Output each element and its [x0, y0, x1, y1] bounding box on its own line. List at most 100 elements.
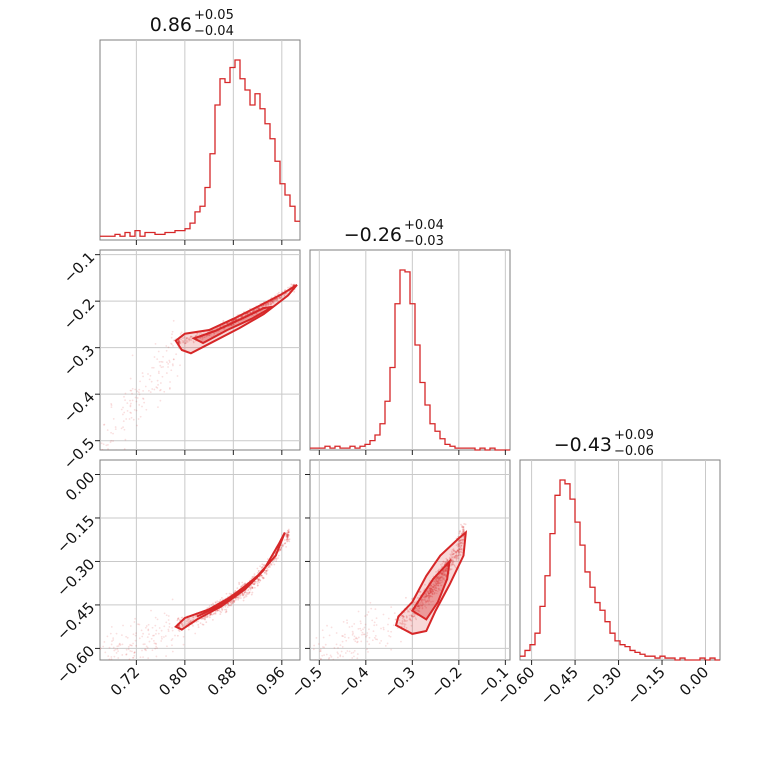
sample-point — [352, 651, 355, 654]
y-tick-label: −0.2 — [60, 295, 98, 333]
sample-point — [122, 426, 124, 429]
sample-point — [287, 286, 289, 289]
sample-point — [182, 341, 185, 344]
sample-point — [434, 578, 437, 581]
sample-point — [435, 584, 438, 587]
sample-point — [323, 646, 326, 649]
sample-point — [219, 613, 222, 615]
sample-point — [172, 358, 175, 361]
sample-point — [394, 618, 397, 621]
sample-point — [390, 648, 393, 651]
sample-point — [428, 595, 431, 597]
sample-point — [333, 646, 336, 649]
sample-point — [438, 576, 441, 579]
y-tick-label: −0.5 — [60, 434, 98, 472]
sample-point — [353, 638, 355, 641]
sample-point — [357, 627, 360, 630]
sample-point — [267, 304, 270, 307]
sample-point — [427, 590, 430, 593]
sample-point — [459, 548, 461, 551]
sample-point — [237, 596, 239, 599]
sample-point — [427, 595, 430, 598]
sample-point — [403, 618, 406, 621]
sample-point — [258, 578, 261, 581]
sample-point — [148, 640, 151, 643]
sample-point — [246, 593, 249, 596]
sample-point — [120, 427, 123, 430]
sample-point — [270, 302, 273, 304]
sample-point — [291, 284, 294, 286]
sample-point — [441, 572, 444, 575]
sample-point — [233, 599, 236, 602]
sample-point — [455, 556, 458, 558]
sample-point — [167, 615, 170, 617]
sample-point — [172, 345, 174, 347]
sample-point — [427, 592, 430, 595]
sample-point — [118, 642, 121, 645]
sample-point — [422, 603, 425, 606]
sample-point — [324, 643, 327, 646]
sample-point — [110, 404, 113, 407]
sample-point — [264, 304, 267, 307]
sample-point — [430, 584, 433, 587]
sample-point — [273, 299, 276, 301]
sample-point — [122, 624, 124, 627]
sample-point — [378, 642, 381, 644]
sample-point — [365, 635, 367, 638]
sample-point — [431, 593, 434, 595]
sample-point — [161, 361, 164, 363]
sample-point — [401, 615, 404, 618]
sample-point — [429, 595, 431, 597]
sample-point — [153, 642, 156, 645]
sample-point — [269, 566, 271, 568]
sample-point — [177, 617, 179, 620]
sample-point — [439, 576, 442, 579]
sample-point — [225, 608, 228, 611]
sample-point — [232, 600, 235, 603]
sample-point — [425, 600, 428, 603]
sample-point — [361, 631, 364, 634]
sample-point — [432, 586, 434, 589]
scatter-panel-0-1 — [99, 249, 301, 451]
y-tick-label: −0.30 — [53, 555, 98, 600]
sample-point — [439, 576, 442, 579]
sample-point — [213, 612, 216, 615]
sample-point — [199, 337, 201, 339]
sample-point — [176, 375, 179, 377]
sample-point — [222, 319, 225, 322]
sample-point — [287, 536, 289, 539]
sample-point — [406, 610, 409, 613]
sample-point — [439, 579, 442, 582]
sample-point — [139, 380, 141, 383]
sample-point — [430, 591, 432, 593]
sample-point — [263, 304, 266, 307]
sample-point — [286, 532, 289, 535]
sample-point — [342, 620, 345, 623]
sample-point — [457, 557, 460, 560]
sample-point — [194, 632, 197, 635]
sample-point — [265, 304, 268, 307]
sample-point — [364, 623, 367, 626]
sample-point — [233, 600, 235, 603]
y-tick-label: −0.1 — [60, 248, 98, 286]
sample-point — [319, 650, 322, 652]
sample-point — [165, 345, 168, 347]
sample-point — [425, 593, 427, 596]
sample-point — [429, 587, 431, 590]
sample-point — [445, 567, 448, 570]
sample-point — [421, 602, 424, 605]
sample-point — [359, 622, 362, 625]
sample-point — [129, 404, 132, 407]
sample-point — [141, 635, 144, 638]
sample-point — [457, 547, 460, 550]
param-title-upper: +0.04 — [404, 218, 444, 233]
sample-point — [203, 336, 206, 339]
sample-point — [253, 583, 255, 586]
sample-point — [228, 604, 231, 607]
sample-point — [274, 299, 277, 302]
sample-point — [413, 601, 416, 603]
sample-point — [238, 597, 241, 599]
sample-point — [103, 423, 106, 426]
sample-point — [428, 590, 431, 593]
sample-point — [174, 634, 176, 637]
